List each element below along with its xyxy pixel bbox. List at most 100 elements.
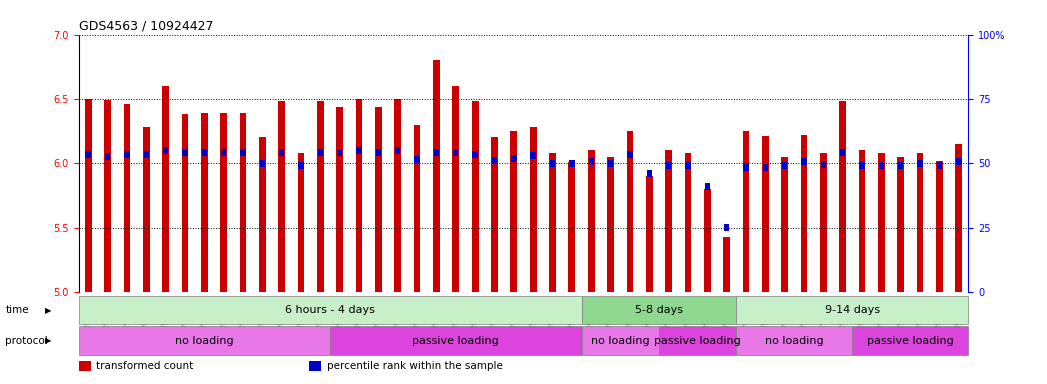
Bar bbox=[685, 162, 691, 169]
Bar bbox=[297, 153, 305, 292]
Bar bbox=[163, 147, 169, 154]
Bar bbox=[956, 144, 962, 292]
Bar bbox=[453, 149, 459, 156]
Bar bbox=[956, 158, 961, 166]
Bar bbox=[898, 162, 904, 169]
Bar bbox=[705, 183, 710, 190]
Bar bbox=[415, 156, 420, 163]
Bar bbox=[742, 131, 750, 292]
Bar bbox=[937, 162, 942, 169]
Bar bbox=[240, 113, 246, 292]
Bar bbox=[781, 157, 788, 292]
Bar bbox=[588, 158, 594, 166]
Bar bbox=[511, 131, 517, 292]
Bar bbox=[762, 164, 768, 170]
Text: no loading: no loading bbox=[765, 336, 824, 346]
Bar bbox=[143, 151, 149, 158]
Text: ▶: ▶ bbox=[45, 306, 51, 314]
Bar bbox=[531, 152, 536, 159]
Bar bbox=[279, 101, 285, 292]
Bar bbox=[433, 149, 439, 156]
Bar bbox=[801, 158, 807, 166]
Bar bbox=[279, 149, 285, 156]
Bar bbox=[395, 147, 400, 154]
Bar bbox=[125, 151, 130, 158]
Text: passive loading: passive loading bbox=[867, 336, 954, 346]
Bar bbox=[142, 127, 150, 292]
Bar bbox=[356, 99, 362, 292]
Text: GDS4563 / 10924427: GDS4563 / 10924427 bbox=[79, 19, 213, 32]
Bar bbox=[936, 161, 943, 292]
Bar bbox=[626, 131, 633, 292]
Bar bbox=[317, 101, 324, 292]
Bar bbox=[105, 153, 110, 160]
Text: ▶: ▶ bbox=[45, 336, 51, 345]
Bar bbox=[581, 296, 736, 324]
Bar bbox=[491, 137, 498, 292]
Bar bbox=[665, 151, 672, 292]
Bar bbox=[859, 151, 866, 292]
Bar bbox=[743, 164, 749, 170]
Bar bbox=[659, 326, 736, 355]
Text: transformed count: transformed count bbox=[96, 361, 194, 371]
Bar bbox=[530, 127, 536, 292]
Bar bbox=[336, 107, 343, 292]
Bar bbox=[85, 99, 91, 292]
Bar bbox=[356, 147, 362, 154]
Bar bbox=[704, 189, 711, 292]
Bar bbox=[79, 296, 581, 324]
Bar bbox=[395, 99, 401, 292]
Text: no loading: no loading bbox=[175, 336, 233, 346]
Bar bbox=[452, 86, 460, 292]
Bar bbox=[821, 161, 826, 168]
Bar bbox=[646, 176, 652, 292]
Bar bbox=[221, 149, 226, 156]
Bar bbox=[330, 326, 581, 355]
Bar bbox=[801, 135, 807, 292]
Bar bbox=[260, 160, 265, 167]
Bar bbox=[104, 100, 111, 292]
Bar bbox=[723, 237, 730, 292]
Bar bbox=[840, 101, 846, 292]
Bar bbox=[878, 162, 884, 169]
Bar bbox=[472, 101, 478, 292]
Bar bbox=[414, 125, 421, 292]
Bar bbox=[240, 149, 246, 156]
Bar bbox=[852, 326, 968, 355]
Bar bbox=[511, 154, 516, 162]
Bar bbox=[782, 162, 787, 169]
Bar bbox=[259, 137, 266, 292]
Bar bbox=[220, 113, 227, 292]
Text: protocol: protocol bbox=[5, 336, 48, 346]
Text: passive loading: passive loading bbox=[654, 336, 741, 346]
Bar bbox=[762, 136, 768, 292]
Bar bbox=[608, 160, 614, 167]
Bar bbox=[820, 153, 827, 292]
Bar bbox=[433, 60, 440, 292]
Bar bbox=[878, 153, 885, 292]
Text: time: time bbox=[5, 305, 29, 315]
Bar bbox=[472, 151, 477, 158]
Bar bbox=[647, 170, 652, 177]
Bar bbox=[627, 151, 632, 158]
Bar bbox=[666, 162, 671, 169]
Bar bbox=[201, 113, 207, 292]
Bar bbox=[182, 149, 187, 156]
Bar bbox=[587, 151, 595, 292]
Text: passive loading: passive loading bbox=[413, 336, 499, 346]
Text: 6 hours - 4 days: 6 hours - 4 days bbox=[285, 305, 375, 315]
Bar bbox=[181, 114, 188, 292]
Bar bbox=[337, 149, 342, 156]
Bar bbox=[375, 107, 382, 292]
Bar bbox=[202, 149, 207, 156]
Bar bbox=[162, 86, 169, 292]
Bar bbox=[124, 104, 130, 292]
Bar bbox=[317, 149, 324, 156]
Bar bbox=[723, 224, 730, 231]
Bar bbox=[581, 326, 659, 355]
Bar bbox=[549, 153, 556, 292]
Bar bbox=[550, 160, 555, 167]
Text: no loading: no loading bbox=[591, 336, 649, 346]
Bar bbox=[492, 157, 497, 164]
Text: 5-8 days: 5-8 days bbox=[634, 305, 683, 315]
